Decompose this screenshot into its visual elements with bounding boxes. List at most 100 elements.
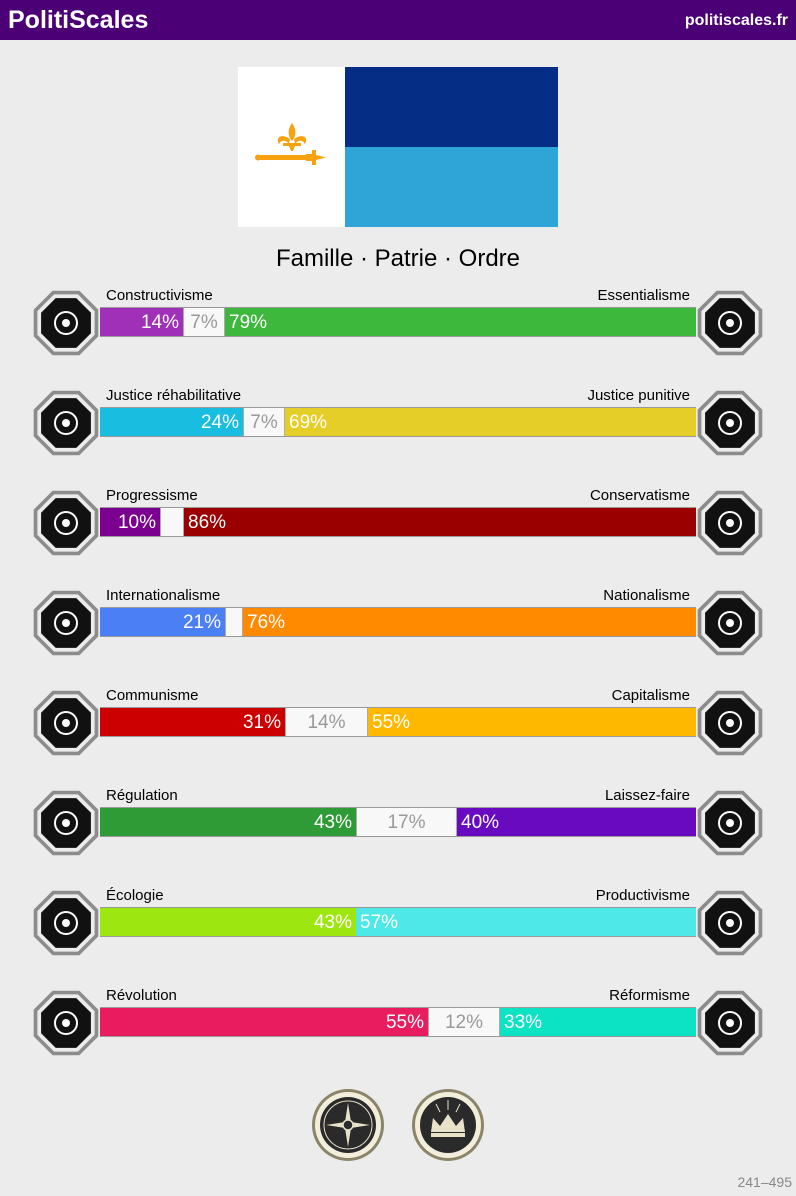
axis-left-label: Écologie	[106, 887, 164, 904]
axis-left-segment: 10%	[100, 508, 160, 536]
axis-neutral-percent: 7%	[250, 412, 278, 433]
axis-right-percent: 55%	[372, 712, 411, 733]
handshake-icon	[33, 390, 99, 456]
axis-neutral-segment: 7%	[183, 308, 225, 336]
axis-neutral-percent: 7%	[190, 312, 218, 333]
axis-row: Communisme Capitalisme 31% 14% 55%	[0, 687, 796, 767]
flag-icon	[697, 590, 763, 656]
fist-icon	[33, 990, 99, 1056]
axis-bar: 10% 86%	[100, 507, 696, 537]
axis-left-percent: 21%	[182, 612, 221, 633]
axis-bar: 31% 14% 55%	[100, 707, 696, 737]
axis-left-segment: 43%	[100, 908, 356, 936]
axis-bar: 24% 7% 69%	[100, 407, 696, 437]
axis-left-segment: 31%	[100, 708, 285, 736]
axis-bar: 55% 12% 33%	[100, 1007, 696, 1037]
axis-neutral-segment: 12%	[428, 1008, 500, 1036]
axis-right-label: Réformisme	[609, 987, 690, 1004]
axis-left-label: Communisme	[106, 687, 199, 704]
axis-right-segment: 76%	[243, 608, 696, 636]
axis-left-percent: 14%	[140, 312, 179, 333]
axis-right-percent: 79%	[229, 312, 268, 333]
flower-icon	[697, 290, 763, 356]
butterfly-icon	[697, 790, 763, 856]
axis-right-segment: 69%	[285, 408, 696, 436]
axis-row: Internationalisme Nationalisme 21% 76%	[0, 587, 796, 667]
flag-top-stripe	[345, 67, 558, 147]
axis-row: Écologie Productivisme 43% 57%	[0, 887, 796, 967]
axis-neutral-segment	[160, 508, 184, 536]
axis-left-percent: 10%	[117, 512, 156, 533]
site-link[interactable]: politiscales.fr	[684, 12, 788, 29]
quill-icon	[697, 490, 763, 556]
axis-row: Révolution Réformisme 55% 12% 33%	[0, 987, 796, 1067]
axis-row: Régulation Laissez-faire 43% 17% 40%	[0, 787, 796, 867]
axis-bar: 21% 76%	[100, 607, 696, 637]
globe-laurel-icon	[33, 590, 99, 656]
axis-neutral-segment: 14%	[285, 708, 368, 736]
axis-neutral-percent: 14%	[307, 712, 346, 733]
axis-row: Justice réhabilitative Justice punitive 24…	[0, 387, 796, 467]
axis-neutral-percent: 12%	[444, 1012, 484, 1033]
rocket-icon	[33, 490, 99, 556]
axis-row: Constructivisme Essentialisme 14% 7% 79%	[0, 287, 796, 367]
eye-grid-icon	[33, 290, 99, 356]
axis-right-segment: 79%	[225, 308, 696, 336]
hammer-sickle-icon	[33, 690, 99, 756]
axis-left-percent: 31%	[242, 712, 281, 733]
axis-right-percent: 57%	[360, 912, 399, 933]
crown-seal-icon	[412, 1089, 484, 1161]
axis-right-label: Productivisme	[595, 887, 690, 904]
axis-left-segment: 43%	[100, 808, 356, 836]
axis-left-label: Progressisme	[106, 487, 198, 504]
sprout-icon	[33, 890, 99, 956]
axis-right-segment: 33%	[500, 1008, 696, 1036]
flag-image	[238, 67, 558, 227]
brand-title[interactable]: PolitiScales	[8, 6, 149, 34]
axis-neutral-segment	[225, 608, 243, 636]
footer-code: 241–495	[737, 1174, 792, 1190]
axis-right-segment: 40%	[457, 808, 696, 836]
axis-left-percent: 43%	[313, 912, 352, 933]
axis-bar: 43% 17% 40%	[100, 807, 696, 837]
compass-seal-icon	[312, 1089, 384, 1161]
axis-right-segment: 57%	[356, 908, 696, 936]
axis-neutral-percent: 17%	[387, 812, 426, 833]
axis-right-label: Capitalisme	[611, 687, 690, 704]
axis-left-percent: 43%	[313, 812, 352, 833]
slogan: Famille · Patrie · Ordre	[275, 245, 521, 272]
axis-neutral-segment: 7%	[243, 408, 285, 436]
axis-left-label: Constructivisme	[106, 287, 213, 304]
axis-left-segment: 21%	[100, 608, 225, 636]
axis-row: Progressisme Conservatisme 10% 86%	[0, 487, 796, 567]
ballot-box-icon	[697, 990, 763, 1056]
axis-left-segment: 55%	[100, 1008, 428, 1036]
axis-right-percent: 76%	[247, 612, 286, 633]
axis-right-segment: 86%	[184, 508, 696, 536]
axis-right-percent: 86%	[188, 512, 227, 533]
axis-bar: 14% 7% 79%	[100, 307, 696, 337]
axis-right-label: Justice punitive	[587, 387, 690, 404]
axis-left-label: Régulation	[106, 787, 178, 804]
axis-left-label: Justice réhabilitative	[106, 387, 242, 404]
axis-right-label: Conservatisme	[589, 487, 690, 504]
axis-right-percent: 40%	[461, 812, 500, 833]
prison-bars-icon	[697, 390, 763, 456]
ruler-compass-icon	[33, 790, 99, 856]
top-bar: PolitiScales politiscales.fr	[0, 0, 796, 40]
money-bag-icon	[697, 690, 763, 756]
axis-right-label: Nationalisme	[603, 587, 690, 604]
axis-right-percent: 69%	[289, 412, 328, 433]
axis-left-label: Révolution	[106, 987, 177, 1004]
axis-left-percent: 24%	[200, 412, 239, 433]
axis-left-segment: 14%	[100, 308, 183, 336]
axis-right-label: Essentialisme	[597, 287, 690, 304]
axis-left-percent: 55%	[385, 1012, 424, 1033]
axis-right-segment: 55%	[368, 708, 696, 736]
gear-icon	[697, 890, 763, 956]
axis-left-label: Internationalisme	[106, 587, 221, 604]
axis-left-segment: 24%	[100, 408, 243, 436]
axis-neutral-segment: 17%	[356, 808, 457, 836]
axis-bar: 43% 57%	[100, 907, 696, 937]
axis-right-label: Laissez-faire	[604, 787, 690, 804]
